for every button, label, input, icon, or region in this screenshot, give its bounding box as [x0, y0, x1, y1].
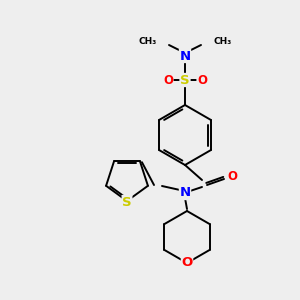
Text: N: N	[179, 50, 191, 62]
Text: O: O	[227, 169, 237, 182]
Text: N: N	[179, 187, 191, 200]
Text: O: O	[197, 74, 207, 86]
Text: O: O	[182, 256, 193, 269]
Text: CH₃: CH₃	[139, 37, 157, 46]
Text: S: S	[122, 196, 132, 208]
Text: CH₃: CH₃	[213, 37, 231, 46]
Text: S: S	[180, 74, 190, 86]
Text: O: O	[163, 74, 173, 86]
